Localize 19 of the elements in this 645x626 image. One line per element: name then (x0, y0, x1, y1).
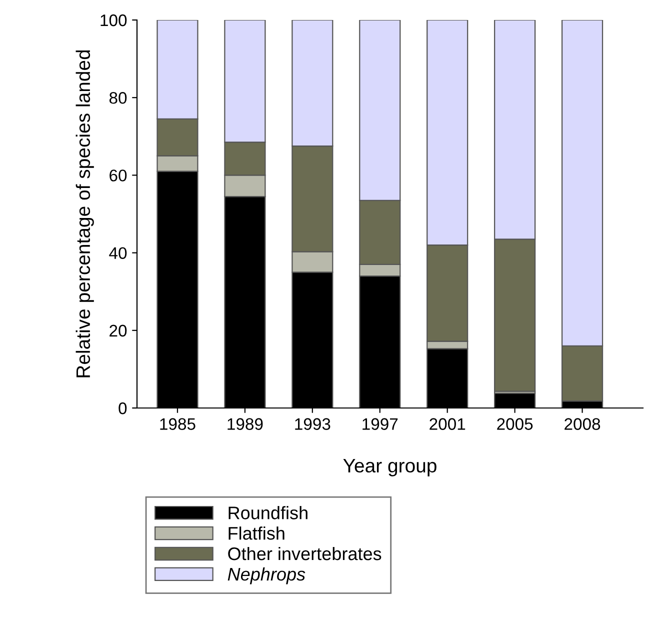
y-tick-label: 20 (110, 324, 127, 337)
x-tick-label: 1985 (160, 418, 196, 430)
y-tick-label: 60 (110, 170, 127, 182)
legend-label: Roundfish (228, 506, 308, 520)
x-tick-label: 2008 (564, 418, 600, 430)
x-axis-title: Year group (343, 458, 436, 476)
x-tick-label: 2005 (497, 418, 533, 430)
y-tick-label: 40 (109, 247, 127, 260)
x-tick-label: 1993 (295, 418, 330, 430)
x-tick-label: 1997 (362, 418, 398, 430)
legend-label: Nephrops (228, 567, 306, 584)
legend-label: Other invertebrates (228, 546, 382, 560)
x-tick-label: 1989 (228, 418, 263, 430)
legend-label: Flatfish (228, 526, 284, 540)
y-axis-title: Relative percentage of species landed (76, 50, 94, 378)
x-tick-label: 2001 (430, 418, 466, 430)
y-tick-label: 0 (118, 402, 127, 414)
y-tick-label: 80 (109, 92, 127, 104)
y-tick-label: 100 (100, 14, 127, 26)
